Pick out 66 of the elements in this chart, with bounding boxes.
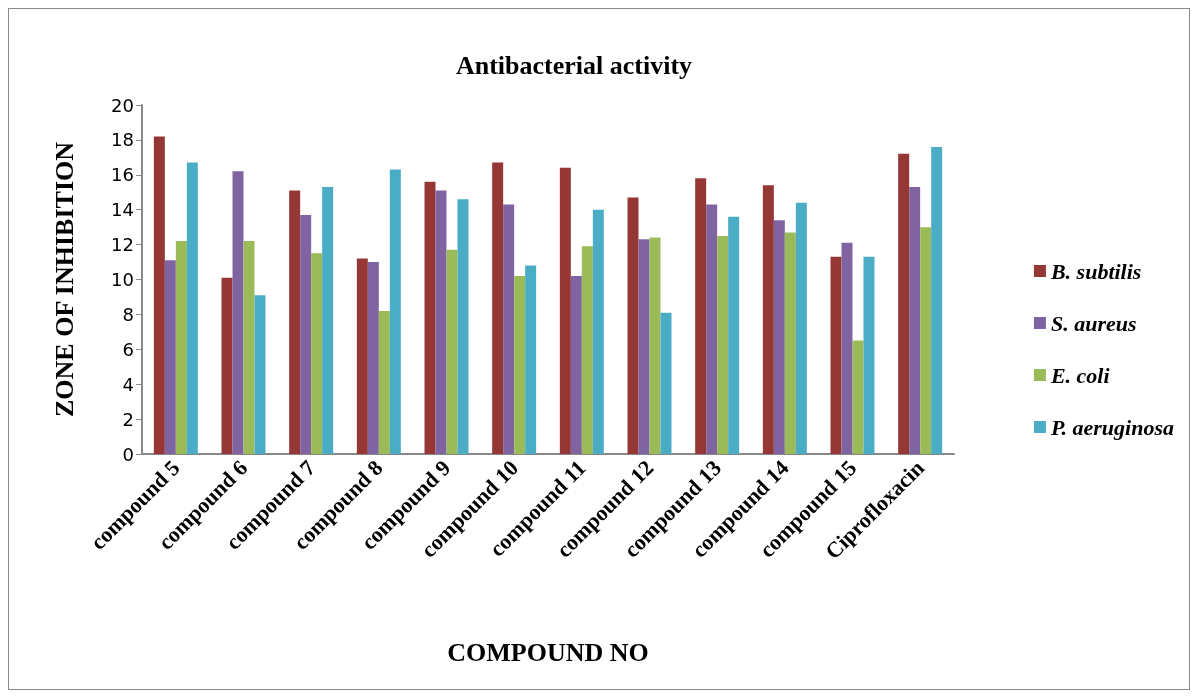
bar: [446, 249, 458, 454]
bar: [931, 146, 943, 454]
bar: [728, 216, 740, 454]
y-tick-label: 16: [111, 164, 134, 186]
bar: [367, 262, 379, 454]
y-tick-label: 0: [122, 443, 134, 465]
bar: [773, 220, 785, 454]
y-tick-label: 14: [111, 199, 134, 221]
bar: [695, 178, 707, 454]
bar: [514, 276, 526, 454]
x-axis-title: COMPOUND NO: [447, 637, 649, 667]
bar: [311, 253, 323, 454]
legend-label: S. aureus: [1050, 310, 1137, 336]
bar: [424, 181, 436, 454]
bar: [660, 312, 672, 454]
legend-label: B. subtilis: [1049, 258, 1142, 284]
bar: [830, 256, 842, 454]
bar: [322, 187, 334, 454]
bar: [389, 169, 401, 454]
bar: [378, 310, 390, 454]
bar: [717, 235, 729, 454]
bar: [784, 232, 796, 454]
bar: [289, 190, 301, 454]
bar: [592, 209, 604, 454]
bar: [232, 171, 244, 454]
y-tick-label: 8: [122, 303, 134, 325]
bar: [852, 340, 864, 454]
y-tick-label: 6: [122, 338, 134, 360]
y-tick-label: 12: [111, 234, 134, 256]
bar: [164, 260, 176, 454]
y-tick-label: 18: [111, 129, 134, 151]
bar: [570, 276, 582, 454]
bar: [762, 185, 774, 454]
bar: [221, 277, 233, 454]
bar: [186, 162, 198, 454]
bar: [243, 241, 255, 454]
legend-label: E. coli: [1049, 362, 1111, 388]
bar: [706, 204, 718, 454]
chart-title: Antibacterial activity: [455, 50, 693, 80]
bar: [300, 214, 312, 454]
bar: [175, 241, 187, 454]
bar: [153, 136, 165, 454]
bar: [649, 237, 661, 454]
y-tick-label: 4: [122, 373, 134, 395]
bar: [638, 239, 650, 454]
bar: [525, 265, 537, 454]
y-tick-label: 20: [111, 94, 134, 116]
legend-label: P. aeruginosa: [1049, 414, 1174, 440]
y-tick-label: 2: [122, 408, 134, 430]
bar: [457, 199, 469, 454]
bar: [356, 258, 368, 454]
bar: [841, 242, 853, 454]
bar: [920, 227, 932, 454]
bar: [909, 187, 921, 454]
bar: [581, 246, 593, 454]
bar: [254, 295, 266, 454]
bar: [627, 197, 639, 454]
bar: [435, 190, 447, 454]
bar: [559, 167, 571, 454]
y-tick-label: 10: [111, 269, 134, 290]
y-axis-title: ZONE OF INHIBITION: [49, 141, 79, 417]
bar: [795, 202, 807, 454]
bar: [898, 153, 910, 454]
bar: [492, 162, 504, 454]
bar: [863, 256, 875, 454]
bar: [503, 204, 515, 454]
